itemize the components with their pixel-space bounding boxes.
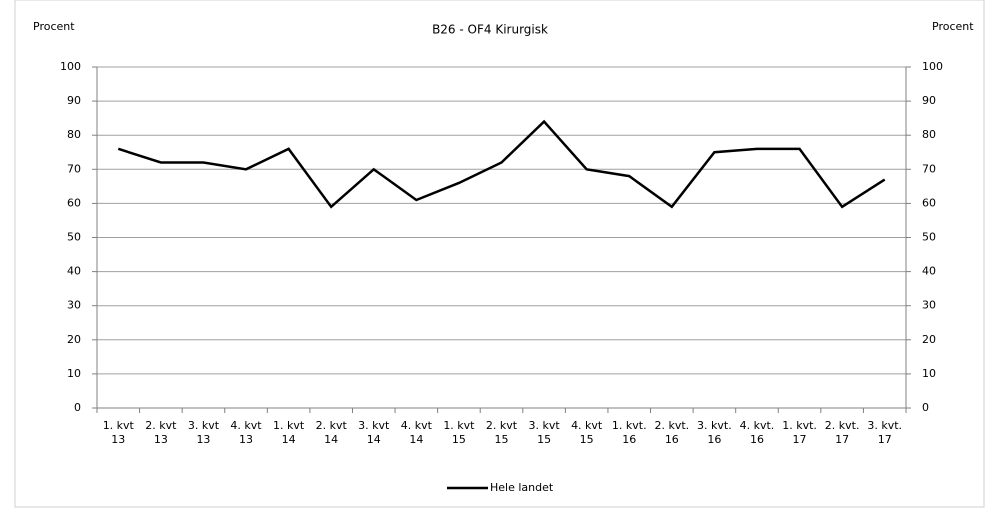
- x-tick-label: 4. kvt. 16: [739, 419, 775, 446]
- y-tick-label: 40: [67, 265, 81, 278]
- x-tick-label: 1. kvt 13: [102, 419, 134, 446]
- legend-label: Hele landet: [490, 481, 554, 494]
- y-axis-label: Procent: [33, 20, 75, 33]
- y2-tick-label: 70: [922, 162, 936, 175]
- chart-title: B26 - OF4 Kirurgisk: [432, 23, 548, 37]
- y2-tick-label: 60: [922, 196, 936, 209]
- x-tick-label: 2. kvt. 17: [824, 419, 860, 446]
- y-tick-label: 0: [74, 401, 81, 414]
- data-line: [117, 119, 886, 209]
- y-tick-label: 90: [67, 94, 81, 107]
- x-tick-label: 2. kvt 13: [145, 419, 177, 446]
- y2-tick-label: 20: [922, 333, 936, 346]
- y-tick-label: 80: [67, 128, 81, 141]
- y2-tick-label: 30: [922, 299, 936, 312]
- x-tick-label: 4. kvt 14: [400, 419, 432, 446]
- x-tick-label: 1. kvt 14: [273, 419, 305, 446]
- chart-border: [14, 0, 985, 508]
- x-tick-label: 3. kvt 15: [528, 419, 560, 446]
- x-tick-label: 4. kvt 13: [230, 419, 262, 446]
- x-tick-label: 2. kvt 15: [485, 419, 518, 446]
- x-tick-label: 4. kvt 15: [571, 419, 603, 446]
- x-tick-label: 2. kvt. 16: [654, 419, 690, 446]
- y2-axis-label: Procent: [932, 20, 974, 33]
- y-tick-label: 60: [67, 196, 81, 209]
- y2-tick-label: 10: [922, 367, 936, 380]
- y2-tick-label: 90: [922, 94, 936, 107]
- y2-tick-label: 40: [922, 265, 936, 278]
- x-tick-label: 1. kvt 15: [443, 419, 475, 446]
- y-tick-label: 10: [67, 367, 81, 380]
- y-tick-label: 30: [67, 299, 81, 312]
- y2-tick-label: 80: [922, 128, 936, 141]
- y-tick-label: 70: [67, 162, 81, 175]
- y-tick-label: 50: [67, 231, 81, 244]
- x-tick-label: 3. kvt 14: [358, 419, 390, 446]
- x-tick-label: 3. kvt. 16: [697, 419, 732, 446]
- x-tick-label: 1. kvt. 16: [611, 419, 647, 446]
- x-tick-label: 1. kvt. 17: [782, 419, 817, 446]
- y-tick-label: 100: [60, 60, 81, 73]
- x-tick-label: 3. kvt. 17: [867, 419, 903, 446]
- y2-tick-label: 100: [922, 60, 943, 73]
- x-tick-label: 3. kvt 13: [187, 419, 220, 446]
- y2-tick-label: 50: [922, 231, 936, 244]
- y2-tick-label: 0: [922, 401, 929, 414]
- x-tick-label: 2. kvt 14: [315, 419, 347, 446]
- y-tick-label: 20: [67, 333, 81, 346]
